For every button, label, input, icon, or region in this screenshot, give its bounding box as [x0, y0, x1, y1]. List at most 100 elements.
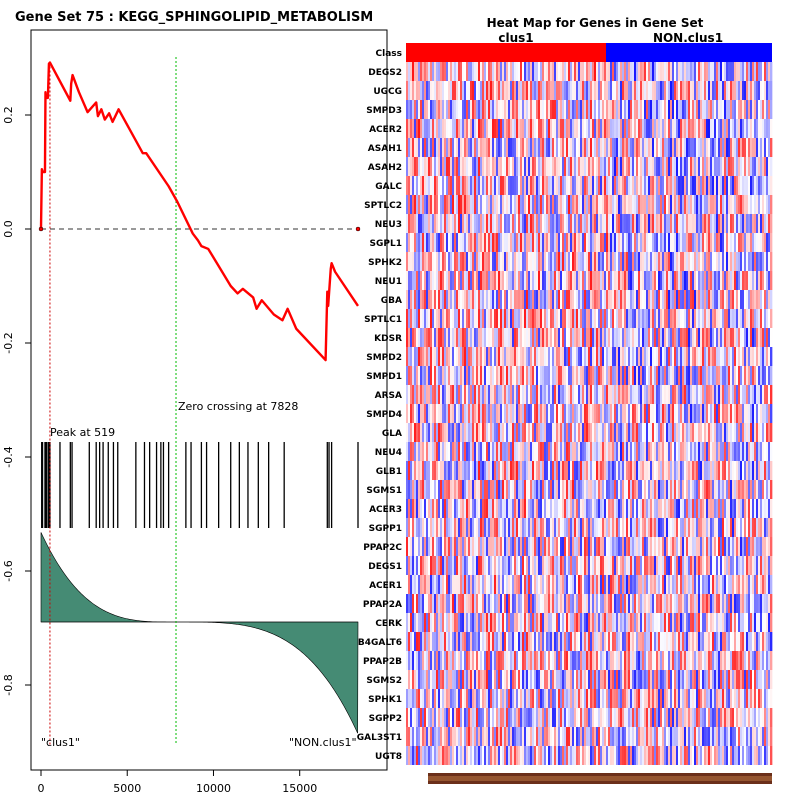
heatmap-cell: [766, 442, 769, 461]
heatmap-cell: [656, 233, 659, 252]
heatmap-cell: [686, 385, 689, 404]
heatmap-cell: [538, 556, 541, 575]
heatmap-cell: [574, 347, 577, 366]
heatmap-cell: [498, 518, 501, 537]
heatmap-cell: [686, 271, 689, 290]
heatmap-cell: [454, 328, 457, 347]
heatmap-cell: [704, 423, 707, 442]
heatmap-cell: [638, 290, 641, 309]
heatmap-cell: [606, 385, 609, 404]
heatmap-cell: [416, 176, 419, 195]
heatmap-cell: [748, 195, 751, 214]
heatmap-cell: [746, 195, 749, 214]
heatmap-cell: [460, 423, 463, 442]
heatmap-cell: [528, 157, 531, 176]
heatmap-cell: [770, 81, 773, 100]
heatmap-cell: [630, 442, 633, 461]
heatmap-cell: [618, 252, 621, 271]
heatmap-cell: [646, 404, 649, 423]
heatmap-cell: [442, 499, 445, 518]
heatmap-cell: [752, 176, 755, 195]
heatmap-cell: [676, 385, 679, 404]
heatmap-cell: [412, 461, 415, 480]
heatmap-cell: [428, 309, 431, 328]
heatmap-cell: [670, 157, 673, 176]
heatmap-cell: [662, 252, 665, 271]
heatmap-cell: [654, 423, 657, 442]
heatmap-cell: [452, 290, 455, 309]
heatmap-cell: [586, 442, 589, 461]
heatmap-cell: [468, 100, 471, 119]
heatmap-cell: [488, 499, 491, 518]
heatmap-cell: [636, 62, 639, 81]
heatmap-cell: [724, 157, 727, 176]
heatmap-cell: [724, 347, 727, 366]
heatmap-cell: [682, 366, 685, 385]
heatmap-cell: [454, 347, 457, 366]
heatmap-cell: [530, 138, 533, 157]
heatmap-cell: [518, 81, 521, 100]
heatmap-cell: [506, 252, 509, 271]
heatmap-cell: [576, 537, 579, 556]
heatmap-cell: [470, 347, 473, 366]
heatmap-cell: [552, 290, 555, 309]
heatmap-cell: [690, 423, 693, 442]
heatmap-cell: [490, 366, 493, 385]
heatmap-cell: [556, 518, 559, 537]
heatmap-cell: [484, 480, 487, 499]
heatmap-cell: [762, 233, 765, 252]
heatmap-cell: [514, 537, 517, 556]
heatmap-cell: [610, 233, 613, 252]
heatmap-cell: [746, 309, 749, 328]
heatmap-cell: [596, 461, 599, 480]
heatmap-cell: [746, 157, 749, 176]
heatmap-cell: [636, 499, 639, 518]
heatmap-cell: [568, 271, 571, 290]
heatmap-cell: [680, 271, 683, 290]
heatmap-cell: [584, 290, 587, 309]
heatmap-cell: [532, 157, 535, 176]
heatmap-cell: [622, 252, 625, 271]
heatmap-cell: [492, 366, 495, 385]
heatmap-cell: [738, 252, 741, 271]
heatmap-cell: [550, 195, 553, 214]
heatmap-cell: [614, 290, 617, 309]
heatmap-cell: [760, 404, 763, 423]
heatmap-cell: [718, 518, 721, 537]
heatmap-cell: [428, 366, 431, 385]
heatmap-cell: [438, 176, 441, 195]
heatmap-cell: [600, 328, 603, 347]
heatmap-cell: [728, 404, 731, 423]
heatmap-cell: [646, 100, 649, 119]
heatmap-cell: [434, 252, 437, 271]
heatmap-cell: [766, 518, 769, 537]
heatmap-cell: [554, 328, 557, 347]
heatmap-cell: [676, 176, 679, 195]
heatmap-cell: [590, 366, 593, 385]
heatmap-cell: [764, 480, 767, 499]
heatmap-cell: [434, 233, 437, 252]
heatmap-cell: [576, 62, 579, 81]
heatmap-cell: [668, 480, 671, 499]
heatmap-cell: [670, 442, 673, 461]
heatmap-cell: [658, 328, 661, 347]
heatmap-cell: [488, 518, 491, 537]
heatmap-cell: [444, 309, 447, 328]
heatmap-cell: [482, 556, 485, 575]
heatmap-cell: [478, 347, 481, 366]
heatmap-cell: [634, 81, 637, 100]
heatmap-cell: [568, 195, 571, 214]
heatmap-cell: [678, 328, 681, 347]
heatmap-cell: [562, 62, 565, 81]
heatmap-cell: [530, 252, 533, 271]
heatmap-cell: [736, 385, 739, 404]
heatmap-cell: [704, 138, 707, 157]
heatmap-cell: [546, 442, 549, 461]
heatmap-cell: [536, 461, 539, 480]
heatmap-cell: [462, 442, 465, 461]
heatmap-cell: [486, 442, 489, 461]
heatmap-cell: [656, 537, 659, 556]
heatmap-cell: [556, 81, 559, 100]
heatmap-cell: [470, 328, 473, 347]
heatmap-cell: [740, 271, 743, 290]
